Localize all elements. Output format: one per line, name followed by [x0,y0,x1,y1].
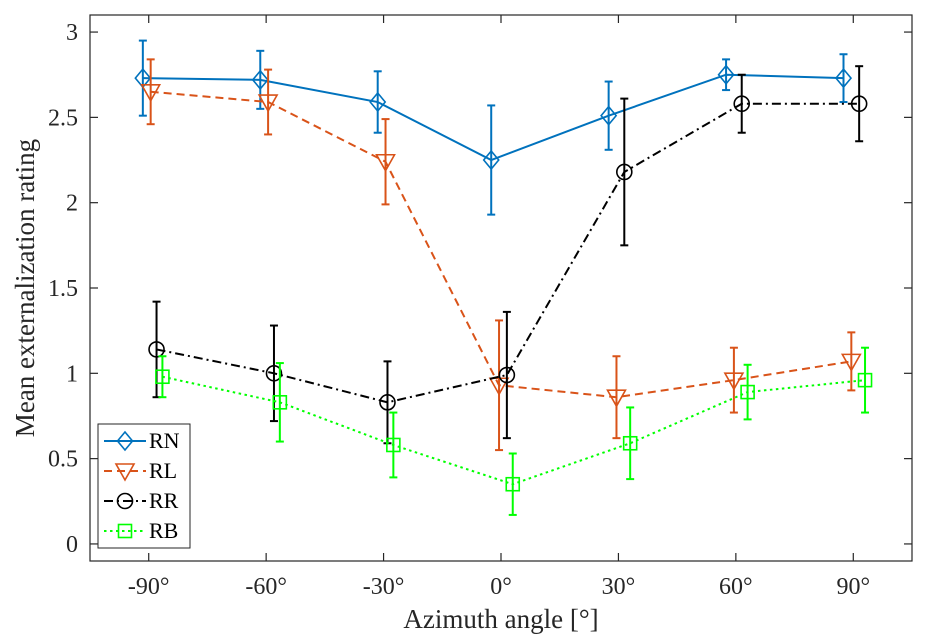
data-point [379,394,396,411]
legend-marker [116,430,134,452]
data-point [840,353,862,373]
data-point [482,149,500,171]
data-point [265,365,283,382]
legend-box [97,423,191,549]
legend-label: RL [149,458,177,483]
data-point [723,372,745,391]
y-axis-label: Mean externalization rating [10,139,40,437]
y-tick-label: 0.5 [48,447,78,473]
y-tick-label: 1 [66,361,78,387]
data-point [606,389,627,408]
x-tick-label: 60° [719,574,753,600]
x-tick-label: -90° [128,574,170,600]
legend-marker [117,523,133,539]
legend-label: RR [149,488,179,513]
data-point [615,163,633,181]
data-point [505,476,521,492]
y-tick-label: 0 [66,532,78,558]
data-point [717,64,735,85]
data-point [155,369,170,385]
data-point [272,395,288,410]
series-rn [134,39,853,216]
y-tick-label: 2 [66,191,78,217]
data-point [600,105,618,126]
legend-item: RR [104,488,179,513]
plot-area [90,15,912,561]
data-point [740,384,755,400]
data-point [850,95,868,113]
data-point [488,377,510,396]
x-tick-label: -60° [245,574,287,600]
series-rb [155,346,873,516]
plot-frame [89,14,913,562]
legend-item: RB [104,518,178,543]
data-point [257,94,279,113]
data-point [386,437,401,453]
data-point [733,95,751,113]
legend-item: RN [104,428,180,453]
legend-marker [114,463,136,482]
data-point [251,69,269,91]
data-point [622,435,638,451]
series-rr [148,65,868,445]
data-point [148,341,165,358]
x-tick-label: -30° [363,574,405,600]
legend-item: RL [104,458,177,483]
legend-label: RB [149,518,178,543]
y-tick-label: 2.5 [48,105,78,131]
legend-label: RN [149,428,180,453]
x-tick-label: 0° [490,574,512,600]
series-rl [140,58,862,452]
x-tick-label: 30° [602,574,636,600]
data-point [375,153,396,173]
data-point [834,67,853,89]
y-tick-label: 3 [66,20,78,46]
legend-marker [116,492,134,510]
axes: -90° -60° -30° 0° 30° 60° 90° 0 0.5 1 1.5 2 2.5 3 [48,15,912,600]
x-axis-label: Azimuth angle [°] [403,604,598,634]
series-layer [134,39,873,516]
legend: RN RL RR RB [97,423,191,549]
x-tick-label: 90° [836,574,870,600]
data-point [140,83,162,103]
data-point [857,372,873,388]
y-tick-label: 1.5 [48,276,78,302]
data-point [369,91,387,113]
data-point [498,366,516,384]
